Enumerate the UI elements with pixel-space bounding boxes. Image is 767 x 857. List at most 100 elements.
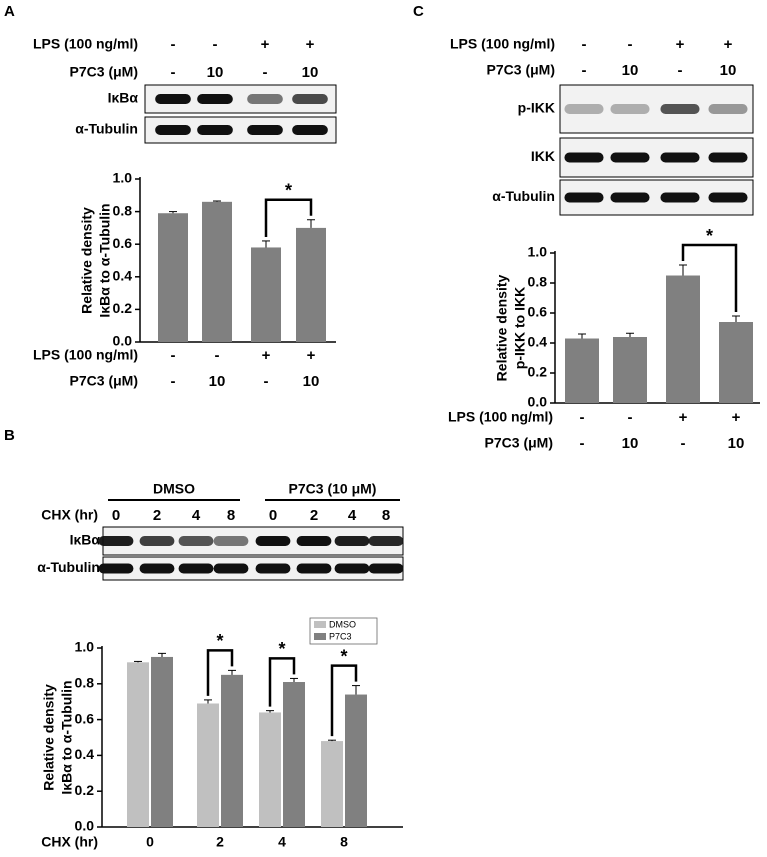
- panel-letter: C: [413, 3, 424, 20]
- treatment-name: CHX (hr): [41, 507, 98, 523]
- legend-label: P7C3: [329, 631, 352, 641]
- blot-band: [610, 192, 650, 203]
- bar: [151, 656, 173, 827]
- blot-band: [334, 536, 370, 546]
- blot-frame: [559, 84, 754, 134]
- blot-band: [155, 94, 191, 104]
- group-label: DMSO: [153, 481, 195, 497]
- treatment-lane: 10: [302, 64, 319, 81]
- blot-band: [368, 563, 404, 574]
- panel-letter: A: [4, 3, 15, 20]
- blot-band: [98, 536, 134, 546]
- y-tick-label: 0.6: [75, 710, 95, 726]
- y-tick-label: 1.0: [113, 170, 133, 186]
- blot-band: [178, 536, 214, 546]
- treatment-lane: -: [628, 409, 633, 426]
- blot-band: [564, 104, 604, 114]
- blot-label: p-IKK: [518, 100, 555, 116]
- bar: [321, 741, 343, 827]
- blot-band: [247, 94, 283, 104]
- significance-label: *: [285, 181, 292, 201]
- bar: [283, 682, 305, 827]
- blot-band: [178, 563, 214, 574]
- treatment-lane: -: [215, 347, 220, 364]
- treatment-lane: -: [580, 435, 585, 452]
- significance-label: *: [278, 639, 285, 659]
- x-tick-label: 2: [216, 834, 224, 850]
- blot-label: IκBα: [108, 90, 139, 106]
- y-tick-label: 0.0: [113, 333, 133, 349]
- treatment-name: LPS (100 ng/ml): [33, 36, 138, 52]
- y-axis-label: IκBα to α-Tubulin: [97, 203, 113, 317]
- treatment-lane: -: [628, 36, 633, 53]
- significance-bracket: [264, 198, 313, 237]
- legend-label: DMSO: [329, 619, 356, 629]
- blot-band: [564, 192, 604, 203]
- blot-band: [98, 563, 134, 574]
- treatment-lane: 2: [310, 507, 318, 524]
- x-tick-label: 4: [278, 834, 286, 850]
- treatment-lane: 8: [227, 507, 235, 524]
- significance-bracket: [268, 657, 296, 707]
- treatment-lane: -: [171, 36, 176, 53]
- treatment-lane: +: [306, 36, 315, 53]
- y-axis-label: Relative density: [41, 684, 57, 791]
- bar: [296, 227, 326, 342]
- x-axis-label: CHX (hr): [41, 834, 98, 850]
- legend-swatch: [314, 621, 326, 628]
- y-tick-label: 0.0: [75, 818, 95, 834]
- treatment-lane: 4: [348, 507, 357, 524]
- blot-label: IκBα: [70, 532, 101, 548]
- blot-label: α-Tubulin: [37, 559, 100, 575]
- treatment-lane: 10: [207, 64, 224, 81]
- treatment-lane: +: [732, 409, 741, 426]
- bar: [127, 662, 149, 827]
- bar: [719, 322, 753, 403]
- blot-label: α-Tubulin: [75, 121, 138, 137]
- treatment-lane: +: [676, 36, 685, 53]
- treatment-name: P7C3 (μM): [70, 373, 138, 389]
- y-tick-label: 0.2: [528, 364, 548, 380]
- treatment-lane: 8: [382, 507, 390, 524]
- blot-band: [197, 94, 233, 104]
- bar: [251, 247, 281, 342]
- treatment-lane: 10: [622, 435, 639, 452]
- treatment-lane: +: [679, 409, 688, 426]
- group-label: P7C3 (10 μM): [289, 481, 377, 497]
- treatment-lane: -: [582, 36, 587, 53]
- treatment-lane: -: [171, 64, 176, 81]
- blot-band: [610, 152, 650, 163]
- treatment-lane: 10: [209, 373, 226, 390]
- blot-band: [255, 563, 291, 574]
- x-tick-label: 8: [340, 834, 348, 850]
- treatment-lane: +: [262, 347, 271, 364]
- treatment-lane: 10: [720, 62, 737, 79]
- y-tick-label: 0.4: [528, 334, 548, 350]
- y-tick-label: 0.8: [75, 675, 95, 691]
- blot-band: [292, 125, 328, 135]
- bar: [202, 201, 232, 342]
- bar: [158, 213, 188, 342]
- y-tick-label: 1.0: [75, 639, 95, 655]
- blot-band: [334, 563, 370, 574]
- y-tick-label: 0.2: [113, 300, 133, 316]
- y-tick-label: 0.6: [528, 304, 548, 320]
- bar: [221, 674, 243, 827]
- significance-label: *: [340, 646, 347, 666]
- treatment-lane: +: [261, 36, 270, 53]
- y-tick-label: 1.0: [528, 244, 548, 260]
- blot-band: [708, 152, 748, 163]
- treatment-name: LPS (100 ng/ml): [33, 347, 138, 363]
- y-axis-label: Relative density: [79, 207, 95, 314]
- significance-bracket: [681, 243, 738, 312]
- bar: [345, 694, 367, 827]
- treatment-lane: -: [263, 64, 268, 81]
- treatment-lane: -: [171, 373, 176, 390]
- treatment-lane: 10: [728, 435, 745, 452]
- bar: [613, 337, 647, 403]
- y-tick-label: 0.4: [113, 268, 133, 284]
- y-tick-label: 0.4: [75, 746, 95, 762]
- blot-band: [296, 536, 332, 546]
- treatment-lane: 4: [192, 507, 201, 524]
